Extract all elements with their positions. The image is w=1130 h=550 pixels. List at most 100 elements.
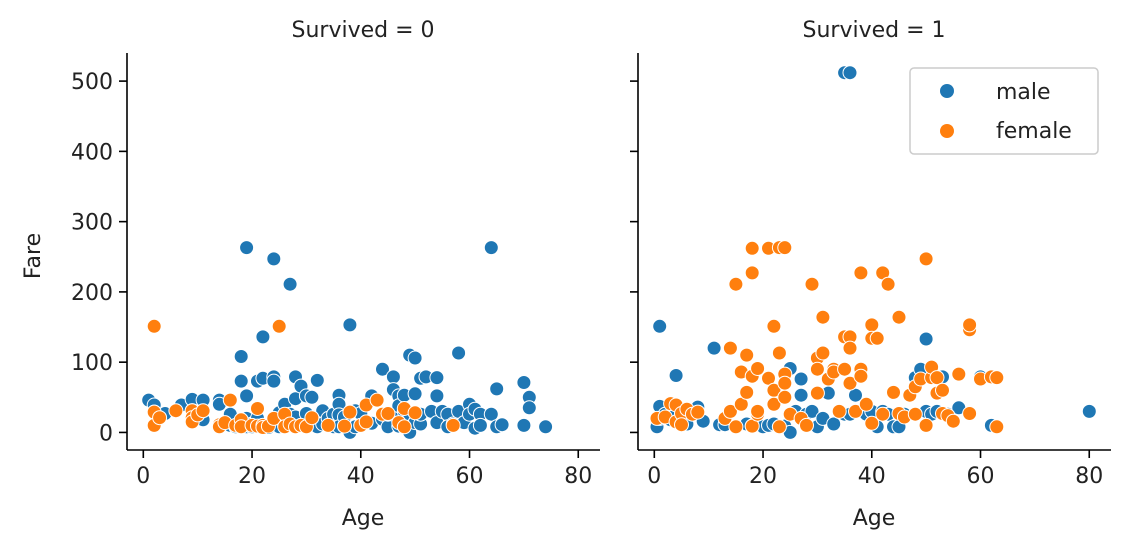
point-male: [304, 389, 320, 405]
point-female: [935, 382, 950, 398]
point-female: [918, 251, 934, 267]
panel-survived-0: Survived = 0 0 20 40 60 80 0100200300400500 …: [21, 18, 600, 531]
point-female: [407, 405, 423, 421]
point-female: [880, 276, 896, 292]
point-female: [864, 317, 880, 333]
point-female: [168, 403, 184, 419]
panel-1-marks: [649, 65, 1097, 440]
x-tick-label: 20: [238, 464, 266, 489]
point-male: [842, 65, 858, 81]
point-female: [146, 318, 162, 334]
point-female: [989, 370, 1005, 386]
point-female: [690, 404, 706, 420]
point-male: [239, 388, 255, 404]
point-female: [799, 417, 814, 433]
point-female: [831, 403, 847, 419]
point-female: [842, 375, 858, 391]
point-female: [929, 370, 945, 386]
panel-0-x-axis-title: Age: [342, 506, 385, 531]
point-female: [369, 392, 385, 408]
point-male: [255, 329, 271, 345]
point-male: [309, 372, 325, 388]
legend-box: [909, 67, 1099, 155]
point-female: [739, 384, 755, 400]
point-male: [233, 373, 249, 389]
point-male: [652, 318, 668, 334]
point-female: [722, 403, 738, 419]
panel-1-x-ticks: 0 20 40 60 80: [647, 450, 1103, 489]
point-female: [271, 318, 287, 334]
x-tick-label: 40: [347, 464, 375, 489]
point-female: [250, 401, 265, 416]
point-female: [951, 366, 967, 382]
point-female: [891, 309, 907, 325]
x-tick-label: 40: [858, 464, 886, 489]
point-female: [809, 361, 825, 377]
point-male: [483, 406, 499, 422]
legend-marker-female: [940, 124, 954, 138]
point-female: [875, 406, 891, 422]
point-female: [864, 415, 880, 431]
point-male: [407, 386, 423, 402]
panel-title-survived-1: Survived = 1: [802, 18, 945, 43]
panel-title-survived-0: Survived = 0: [291, 18, 434, 43]
panel-1-y-ticks: [630, 80, 638, 434]
point-female: [728, 276, 744, 292]
point-female: [815, 309, 831, 325]
point-female: [766, 318, 782, 334]
y-tick-label: 200: [71, 281, 113, 306]
point-male: [804, 403, 820, 419]
point-female: [858, 396, 874, 412]
point-male: [385, 369, 401, 385]
point-female: [804, 276, 820, 292]
x-tick-label: 80: [1075, 464, 1103, 489]
point-female: [396, 419, 412, 435]
panel-0-marks: [141, 240, 554, 440]
x-tick-label: 60: [967, 464, 995, 489]
point-female: [728, 419, 744, 435]
point-male: [516, 375, 532, 390]
legend-label-female: female: [996, 119, 1072, 144]
point-female: [815, 345, 831, 361]
point-male: [793, 371, 809, 387]
point-male: [1081, 403, 1097, 419]
point-female: [777, 240, 793, 256]
x-tick-label: 0: [647, 464, 661, 489]
point-female: [744, 240, 760, 256]
point-female: [918, 417, 934, 433]
point-male: [233, 349, 249, 364]
panel-0-y-ticks: 0 100 200 300 400 500: [71, 70, 127, 446]
point-female: [945, 413, 961, 429]
point-male: [407, 350, 423, 366]
point-female: [358, 414, 374, 430]
point-male: [429, 388, 445, 404]
x-tick-label: 20: [749, 464, 777, 489]
point-male: [516, 417, 532, 433]
y-tick-label: 400: [71, 140, 113, 165]
point-female: [907, 406, 923, 422]
point-female: [750, 403, 766, 419]
point-female: [342, 404, 358, 420]
legend-marker-male: [940, 84, 954, 98]
point-female: [771, 345, 787, 361]
point-male: [668, 368, 684, 383]
point-male: [918, 331, 934, 347]
point-female: [722, 340, 738, 356]
point-female: [195, 403, 211, 419]
point-male: [239, 240, 255, 256]
point-female: [337, 418, 352, 434]
point-female: [962, 317, 978, 333]
point-male: [266, 373, 282, 389]
y-tick-label: 100: [71, 351, 113, 376]
point-female: [809, 385, 825, 401]
point-male: [826, 416, 842, 432]
point-female: [304, 410, 320, 426]
point-male: [489, 381, 505, 397]
point-female: [766, 396, 782, 412]
point-male: [282, 276, 298, 292]
y-tick-label: 500: [71, 70, 113, 95]
legend-label-male: male: [996, 80, 1051, 105]
y-tick-label: 300: [71, 211, 113, 236]
point-female: [869, 330, 885, 346]
